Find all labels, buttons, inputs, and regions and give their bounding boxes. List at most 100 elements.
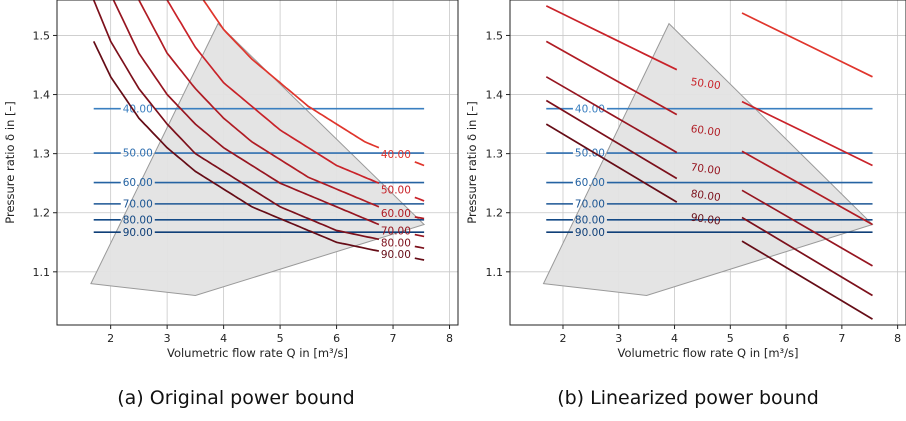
power-curve-label: 40.00 bbox=[381, 149, 411, 161]
y-tick-label: 1.2 bbox=[33, 207, 51, 220]
constant-line-label: 90.00 bbox=[575, 227, 605, 239]
panel-b: 40.0050.0060.0070.0080.0090.0040.0050.00… bbox=[465, 0, 906, 360]
power-curve-70.00: 70.00 bbox=[545, 76, 873, 267]
power-curve-seg-a bbox=[202, 0, 380, 149]
caption-a: (a) Original power bound bbox=[117, 387, 355, 409]
plot-area: 40.0050.0060.0070.0080.0090.0040.0050.00… bbox=[510, 0, 906, 325]
constant-line-label: 80.00 bbox=[575, 214, 605, 226]
constant-line-label: 60.00 bbox=[123, 177, 153, 189]
constant-line-label: 70.00 bbox=[575, 198, 605, 210]
x-tick-label: 3 bbox=[615, 332, 622, 345]
x-tick-label: 6 bbox=[333, 332, 340, 345]
x-tick-label: 3 bbox=[164, 332, 171, 345]
power-curve-90.00: 90.00 bbox=[545, 123, 873, 320]
x-tick-label: 8 bbox=[446, 332, 453, 345]
feasible-region bbox=[90, 22, 426, 297]
power-curve-50.00: 50.00 bbox=[166, 0, 425, 202]
power-curve-seg-a bbox=[166, 0, 380, 184]
power-curve-seg-b bbox=[741, 240, 873, 320]
constant-line-70.00: 70.00 bbox=[546, 198, 873, 210]
constant-line-90.00: 90.00 bbox=[93, 227, 425, 239]
power-curve-seg-b bbox=[414, 161, 425, 167]
axes-frame bbox=[56, 0, 459, 326]
y-tick-label: 1.4 bbox=[33, 89, 51, 102]
power-curve-seg-b bbox=[414, 245, 425, 250]
power-curve-seg-a bbox=[137, 0, 380, 208]
power-curve-label: 90.00 bbox=[690, 212, 721, 228]
power-curve-label: 60.00 bbox=[690, 123, 721, 139]
x-tick-label: 4 bbox=[220, 332, 227, 345]
power-curve-seg-a bbox=[112, 0, 380, 226]
power-curve-label: 70.00 bbox=[690, 161, 721, 177]
x-tick-label: 7 bbox=[838, 332, 845, 345]
x-tick-label: 4 bbox=[671, 332, 678, 345]
power-curve-seg-b bbox=[414, 196, 425, 202]
x-tick-label: 5 bbox=[277, 332, 284, 345]
constant-line-label: 70.00 bbox=[123, 198, 153, 210]
power-curve-label: 40.00 bbox=[690, 0, 721, 4]
y-tick-label: 1.5 bbox=[486, 29, 504, 42]
power-curve-80.00: 80.00 bbox=[92, 0, 425, 250]
power-curve-label: 60.00 bbox=[381, 208, 411, 220]
panel-a: 40.0050.0060.0070.0080.0090.0040.0050.00… bbox=[3, 0, 459, 360]
power-curve-label: 80.00 bbox=[381, 237, 411, 249]
power-curve-seg-b bbox=[741, 216, 873, 297]
axes-frame bbox=[509, 0, 906, 326]
x-axis-label: Volumetric flow rate Q in [m³/s] bbox=[167, 346, 348, 360]
x-tick-label: 2 bbox=[107, 332, 114, 345]
x-tick-label: 6 bbox=[783, 332, 790, 345]
y-tick-label: 1.1 bbox=[33, 266, 51, 279]
constant-line-60.00: 60.00 bbox=[93, 177, 425, 189]
power-curve-label: 70.00 bbox=[381, 225, 411, 237]
power-curve-seg-b bbox=[741, 12, 873, 78]
constant-line-70.00: 70.00 bbox=[93, 198, 425, 210]
x-tick-label: 7 bbox=[390, 332, 397, 345]
power-curve-seg-a bbox=[92, 41, 380, 252]
constant-line-50.00: 50.00 bbox=[93, 148, 425, 160]
constant-line-90.00: 90.00 bbox=[546, 227, 873, 239]
constant-line-80.00: 80.00 bbox=[546, 214, 873, 226]
y-tick-label: 1.3 bbox=[486, 148, 504, 161]
power-curve-label: 50.00 bbox=[381, 185, 411, 197]
y-tick-label: 1.2 bbox=[486, 207, 504, 220]
power-curve-seg-b bbox=[414, 216, 425, 220]
power-curve-seg-a bbox=[545, 5, 678, 71]
y-tick-label: 1.1 bbox=[486, 266, 504, 279]
caption-b: (b) Linearized power bound bbox=[557, 387, 819, 409]
power-curve-label: 90.00 bbox=[381, 249, 411, 261]
constant-line-80.00: 80.00 bbox=[93, 214, 425, 226]
power-curve-seg-b bbox=[414, 257, 425, 261]
power-curve-seg-b bbox=[741, 150, 873, 226]
constant-line-label: 80.00 bbox=[123, 214, 153, 226]
power-curve-60.00: 60.00 bbox=[137, 0, 425, 220]
y-axis-label: Pressure ratio δ in [–] bbox=[3, 101, 17, 224]
constant-line-label: 90.00 bbox=[123, 227, 153, 239]
power-curve-seg-a bbox=[545, 99, 678, 180]
x-axis-label: Volumetric flow rate Q in [m³/s] bbox=[617, 346, 798, 360]
constant-line-label: 40.00 bbox=[575, 103, 605, 115]
plot-area: 40.0050.0060.0070.0080.0090.0040.0050.00… bbox=[57, 0, 458, 325]
x-tick-label: 8 bbox=[894, 332, 901, 345]
y-axis-label: Pressure ratio δ in [–] bbox=[465, 101, 479, 224]
power-curve-seg-a bbox=[92, 0, 380, 241]
y-tick-label: 1.5 bbox=[33, 29, 51, 42]
power-curve-seg-b bbox=[741, 100, 873, 167]
constant-line-label: 40.00 bbox=[123, 103, 153, 115]
power-curve-40.00: 40.00 bbox=[202, 0, 425, 167]
constant-line-label: 60.00 bbox=[575, 177, 605, 189]
power-curve-seg-a bbox=[545, 123, 678, 203]
power-curve-50.00: 50.00 bbox=[545, 5, 873, 167]
y-tick-label: 1.3 bbox=[33, 148, 51, 161]
power-curve-label: 50.00 bbox=[690, 76, 721, 92]
constant-line-50.00: 50.00 bbox=[546, 148, 873, 160]
power-curve-seg-b bbox=[414, 233, 425, 238]
power-curve-70.00: 70.00 bbox=[112, 0, 425, 238]
x-tick-label: 2 bbox=[559, 332, 566, 345]
power-curve-label: 80.00 bbox=[690, 188, 721, 204]
constant-line-label: 50.00 bbox=[123, 148, 153, 160]
power-curve-seg-b bbox=[741, 189, 873, 267]
power-curve-60.00: 60.00 bbox=[545, 40, 873, 226]
power-curve-80.00: 80.00 bbox=[545, 99, 873, 297]
constant-line-label: 50.00 bbox=[575, 148, 605, 160]
